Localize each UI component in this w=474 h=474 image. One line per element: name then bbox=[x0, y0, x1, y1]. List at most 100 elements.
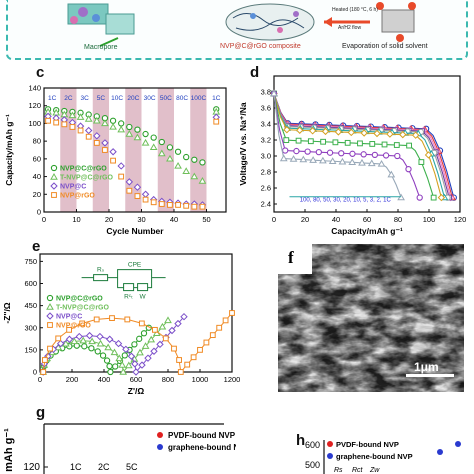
h-circuit-label: Rs bbox=[334, 467, 343, 474]
x-axis-label: Z'/Ω bbox=[128, 386, 145, 396]
legend-marker bbox=[51, 192, 57, 198]
rate-band bbox=[190, 88, 207, 212]
evaporation-cube-illustration bbox=[376, 2, 416, 42]
curve-point-80c bbox=[416, 194, 423, 201]
nyquist-point bbox=[109, 315, 115, 321]
nyquist-point bbox=[85, 331, 94, 340]
y-axis-label: Voltage/V vs. Na⁺/Na bbox=[238, 102, 248, 185]
nyquist-point bbox=[136, 348, 144, 356]
x-tick-label: 10 bbox=[72, 215, 80, 224]
data-point-t-nvp-c-rgo bbox=[125, 130, 134, 137]
x-tick-label: 100 bbox=[423, 215, 436, 224]
curve-point-100c bbox=[289, 155, 298, 162]
data-point-nvp-rgo bbox=[85, 133, 92, 140]
nyquist-point bbox=[131, 341, 138, 348]
y-tick-label: 3.6 bbox=[261, 104, 271, 113]
composite-network-illustration bbox=[225, 3, 315, 41]
data-point-nvp-c-rgo bbox=[134, 126, 141, 133]
rate-chart-g: mAh g⁻¹ 120 1C 2C 5C PVDF-bound NVP graphene-b… bbox=[3, 423, 236, 474]
equivalent-circuit bbox=[81, 269, 166, 289]
y-tick-label: 120 bbox=[28, 101, 41, 110]
x-tick-label: 600 bbox=[130, 375, 143, 384]
curve-point-50c bbox=[369, 141, 376, 147]
nyquist-point bbox=[122, 345, 130, 354]
curve-point-30c bbox=[321, 127, 330, 136]
g-legend-marker bbox=[157, 444, 163, 450]
nyquist-point bbox=[144, 354, 152, 362]
legend-label: NVP@C@rGO bbox=[60, 166, 107, 173]
curve-point-80c bbox=[349, 150, 356, 157]
y-tick-label: 2.6 bbox=[261, 184, 271, 193]
y-axis-label: -Z''/Ω bbox=[2, 302, 12, 323]
curve-point-100c bbox=[328, 157, 337, 164]
rate-label: 100C bbox=[191, 95, 207, 102]
nyquist-point bbox=[96, 339, 105, 347]
x-axis-label: Capacity/mAh g⁻¹ bbox=[331, 226, 403, 236]
y-axis-label: Capacity/mAh g⁻¹ bbox=[4, 114, 14, 186]
nyquist-point bbox=[216, 324, 223, 331]
data-point-t-nvp-c-rgo bbox=[182, 167, 191, 174]
curve-point-30c bbox=[437, 193, 446, 202]
x-tick-label: 0 bbox=[42, 215, 46, 224]
curve-point-30c bbox=[283, 126, 291, 134]
curve-point-100c bbox=[377, 159, 386, 167]
data-point-nvp-rgo bbox=[213, 118, 220, 125]
curve-point-50c bbox=[418, 159, 425, 165]
data-point-t-nvp-c-rgo bbox=[166, 154, 174, 162]
curve-point-100c bbox=[270, 89, 278, 97]
curve-point-100c bbox=[358, 158, 366, 166]
nyquist-point bbox=[222, 317, 229, 324]
data-point-nvp-rgo bbox=[110, 157, 116, 164]
y-tick-label: 140 bbox=[28, 84, 41, 93]
arrow-text-1: Heated (180 °C, 6 h) bbox=[332, 7, 378, 13]
data-point-t-nvp-c-rgo bbox=[157, 149, 166, 157]
data-point-nvp-c-rgo bbox=[158, 138, 165, 146]
data-point-t-nvp-c-rgo bbox=[117, 125, 126, 133]
nyquist-point bbox=[110, 348, 119, 356]
nyquist-point bbox=[79, 336, 88, 344]
h-circuit-label: Rct bbox=[352, 467, 364, 474]
g-rate-label: 5C bbox=[126, 462, 138, 472]
y-tick-label: 40 bbox=[33, 172, 41, 181]
data-point-nvp-c bbox=[101, 139, 109, 147]
curve-point-50c bbox=[295, 137, 302, 144]
curve-point-30c bbox=[308, 127, 317, 135]
curve-point-50c bbox=[406, 142, 412, 149]
y-tick-label: 150 bbox=[24, 345, 37, 354]
rate-label: 2C bbox=[64, 95, 73, 102]
curve-point-30c bbox=[411, 131, 420, 139]
curve-point-50c bbox=[332, 139, 339, 146]
y-tick-label: 750 bbox=[24, 257, 37, 266]
x-tick-label: 20 bbox=[301, 215, 309, 224]
data-point-t-nvp-c-rgo bbox=[68, 111, 77, 119]
legend-marker bbox=[50, 164, 58, 172]
rate-label: 1C bbox=[48, 95, 57, 102]
legend-marker bbox=[50, 182, 58, 190]
legend-label: NVP@rGO bbox=[56, 323, 91, 330]
curve-point-80c bbox=[282, 147, 289, 154]
data-point-nvp-rgo bbox=[77, 127, 84, 134]
composite-label: NVP@C@rGO composite bbox=[220, 43, 301, 50]
nyquist-point bbox=[184, 361, 191, 368]
data-point-nvp-c-rgo bbox=[150, 134, 157, 141]
g-rate-label: 1C bbox=[70, 462, 82, 472]
data-point-nvp-c-rgo bbox=[199, 159, 206, 166]
y-tick-label: 600 bbox=[24, 279, 37, 288]
data-point-nvp-rgo bbox=[175, 202, 181, 208]
nyquist-point bbox=[203, 339, 210, 346]
data-point-nvp-c-rgo bbox=[166, 144, 174, 151]
rate-annotation: 100, 80, 50, 30, 20, 10, 5, 3, 2, 1C bbox=[300, 198, 392, 204]
sem-texture bbox=[278, 244, 464, 392]
nyquist-point bbox=[176, 357, 182, 363]
x-tick-label: 20 bbox=[105, 215, 113, 224]
nyquist-point bbox=[93, 316, 100, 323]
x-tick-label: 1200 bbox=[224, 375, 240, 384]
precursor-particles-illustration bbox=[67, 3, 135, 35]
rate-label: 30C bbox=[144, 95, 156, 102]
nyquist-point bbox=[81, 343, 88, 350]
x-tick-label: 200 bbox=[66, 375, 79, 384]
x-tick-label: 120 bbox=[454, 215, 467, 224]
nyquist-point bbox=[88, 345, 95, 352]
nyquist-point bbox=[121, 352, 128, 359]
nyquist-point bbox=[197, 346, 203, 353]
